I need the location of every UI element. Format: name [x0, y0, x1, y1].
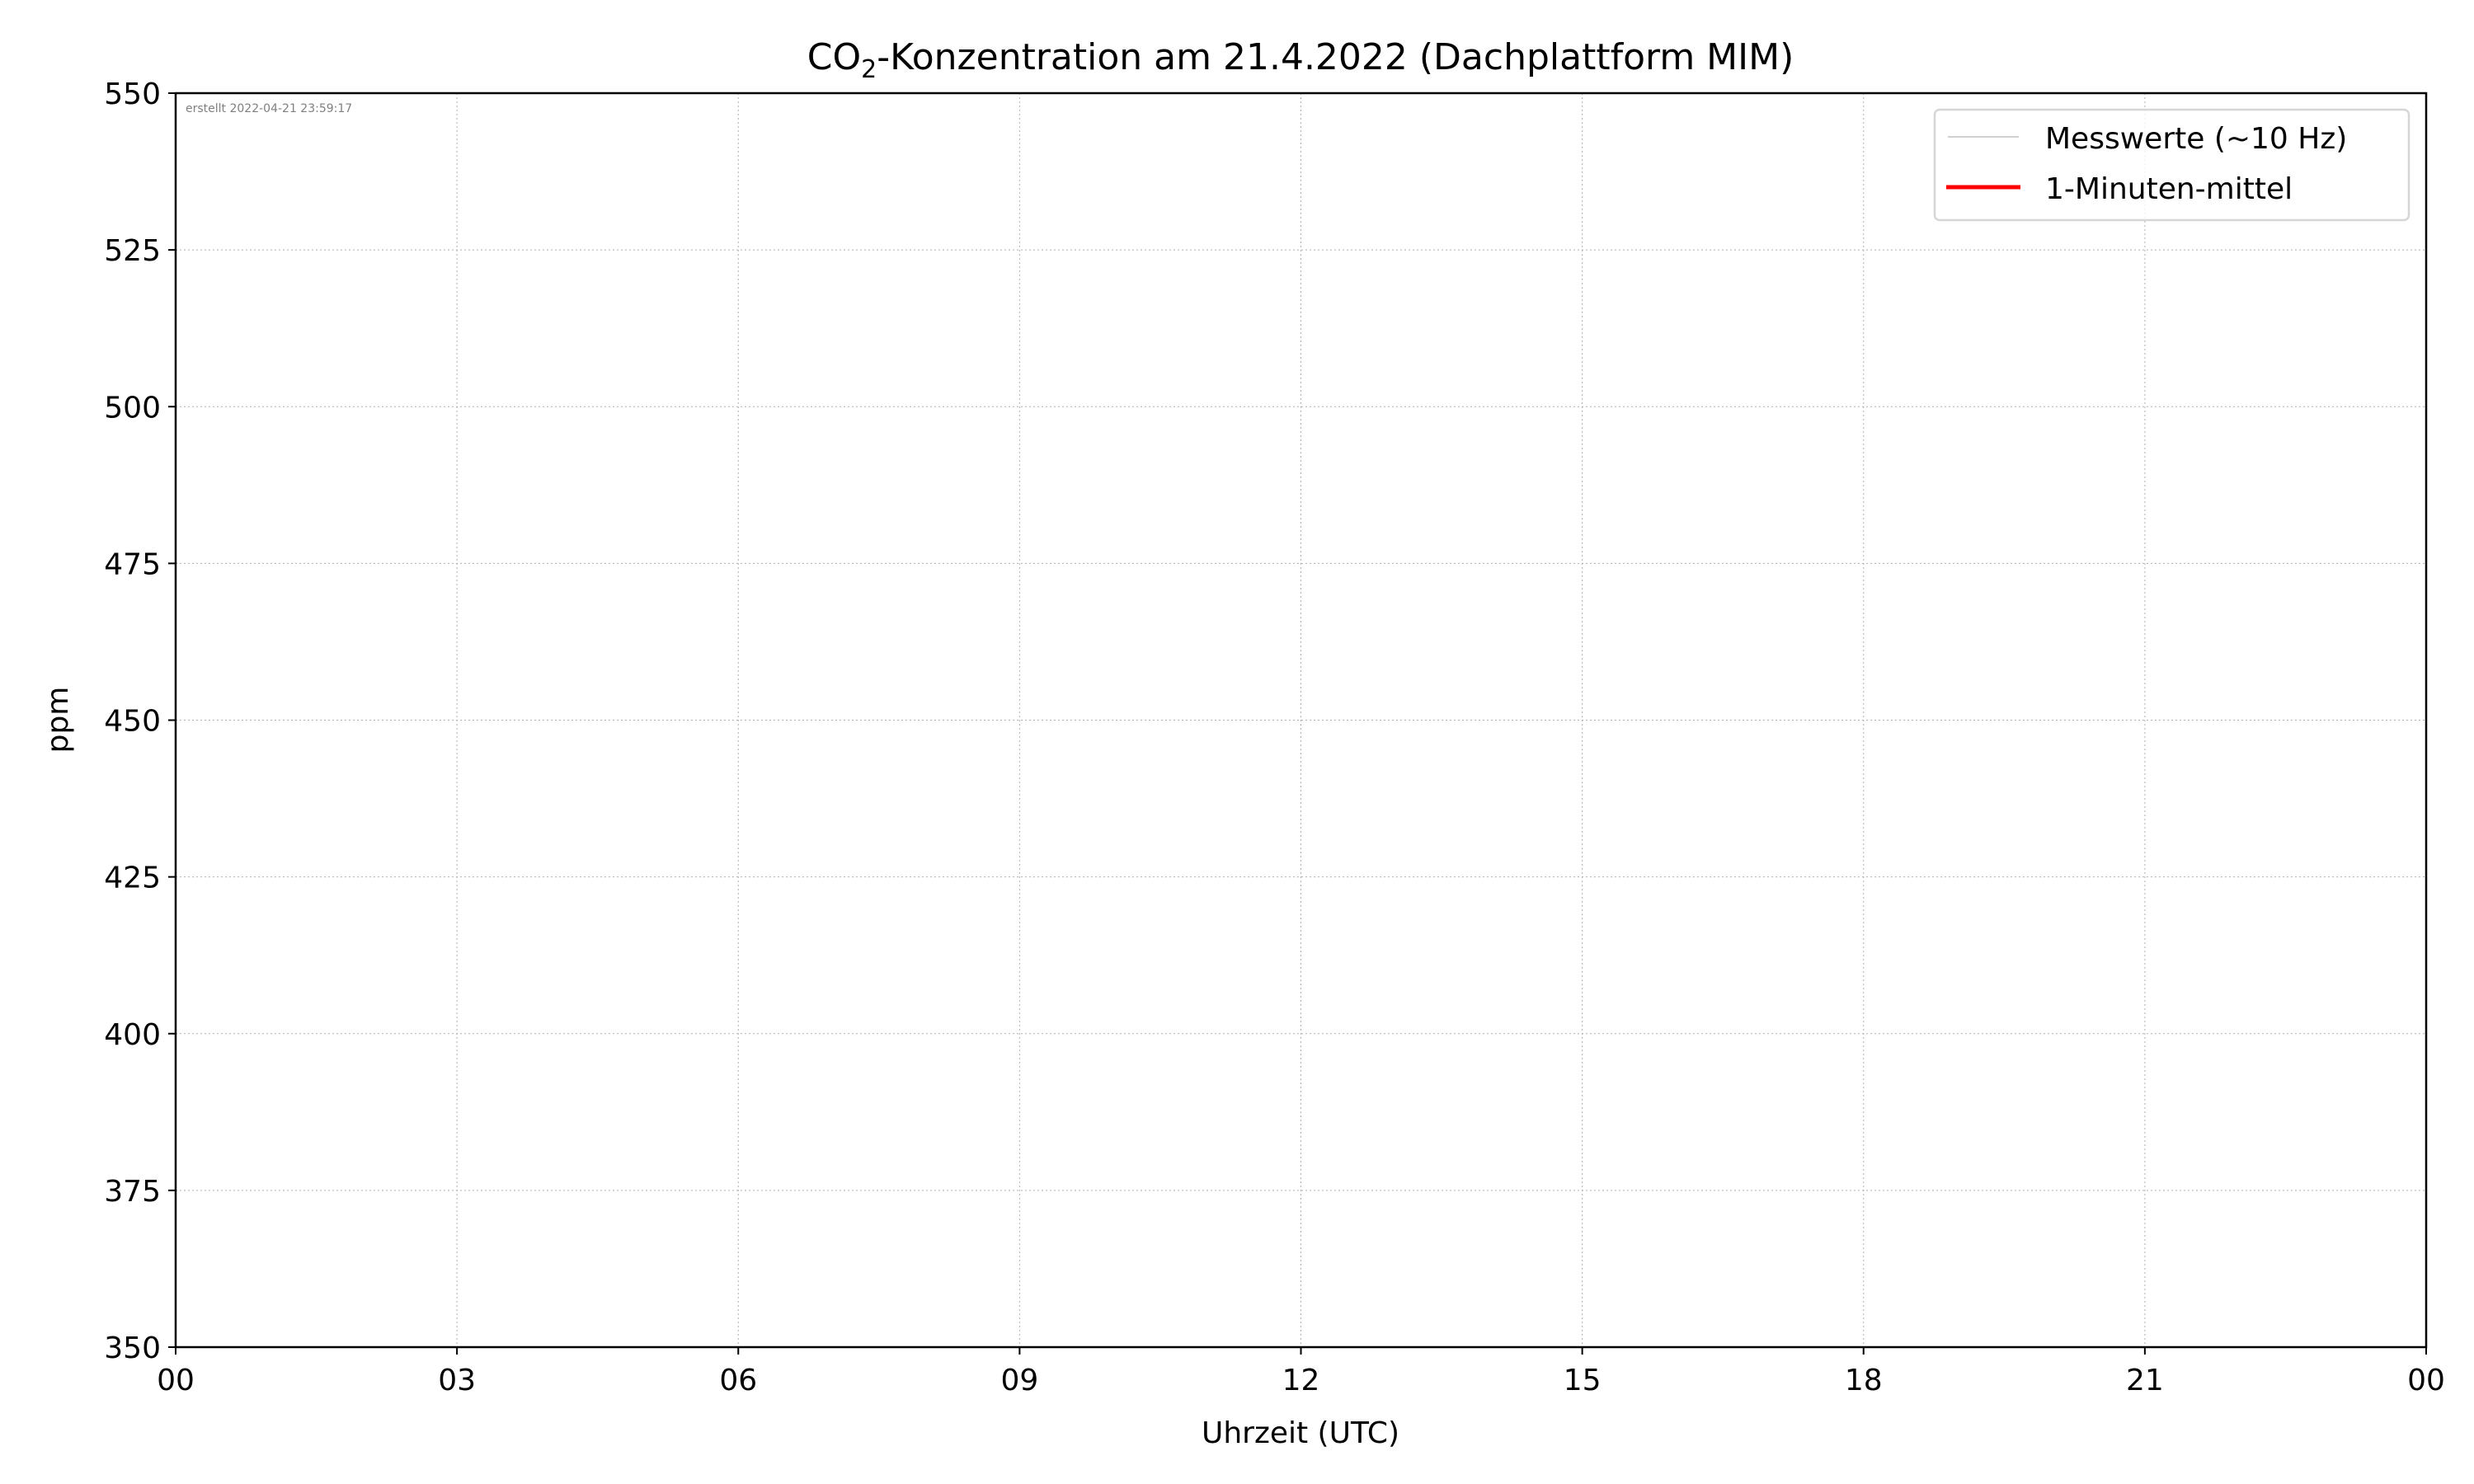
y-tick-label: 550 [104, 77, 161, 111]
x-tick-label: 12 [1282, 1364, 1320, 1397]
x-axis-label: Uhrzeit (UTC) [1202, 1416, 1399, 1450]
x-tick-label: 06 [719, 1364, 757, 1397]
y-tick-label: 500 [104, 391, 161, 425]
y-tick-label: 350 [104, 1331, 161, 1365]
legend-label-mean: 1-Minuten-mittel [2045, 172, 2293, 206]
x-axis: 00 03 06 09 12 15 18 21 00 [157, 1347, 2445, 1397]
y-axis: 350 375 400 425 450 475 500 525 550 [104, 77, 176, 1365]
legend-frame [1933, 108, 2411, 222]
x-tick-label: 00 [157, 1364, 195, 1397]
grid [175, 92, 2427, 1348]
y-tick-label: 400 [104, 1018, 161, 1052]
x-tick-label: 21 [2126, 1364, 2164, 1397]
legend-label-raw: Messwerte (~10 Hz) [2045, 122, 2347, 156]
x-tick-label: 00 [2407, 1364, 2445, 1397]
y-tick-label: 425 [104, 862, 161, 895]
y-tick-label: 450 [104, 705, 161, 739]
y-tick-label: 375 [104, 1175, 161, 1209]
chart-title: CO2-Konzentration am 21.4.2022 (Dachplat… [807, 36, 1794, 84]
x-tick-label: 15 [1564, 1364, 1602, 1397]
y-tick-label: 525 [104, 234, 161, 268]
x-tick-label: 18 [1845, 1364, 1883, 1397]
x-tick-label: 09 [1000, 1364, 1038, 1397]
x-tick-label: 03 [438, 1364, 476, 1397]
created-timestamp: erstellt 2022-04-21 23:59:17 [186, 102, 352, 115]
legend: Messwerte (~10 Hz) 1-Minuten-mittel [1933, 108, 2411, 222]
y-axis-label: ppm [41, 687, 75, 754]
y-tick-label: 475 [104, 547, 161, 581]
